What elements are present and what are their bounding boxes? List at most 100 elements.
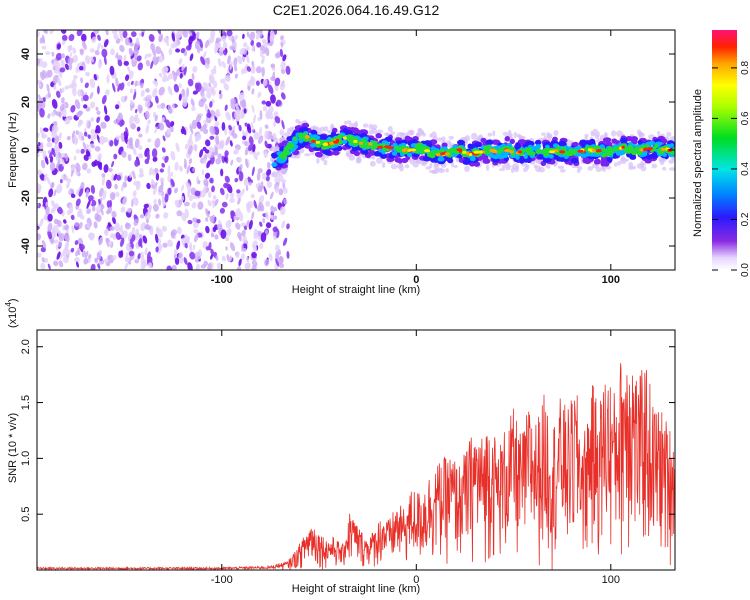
noise-blob: [279, 129, 285, 137]
noise-blob: [101, 48, 108, 58]
trace-band-green: [483, 150, 489, 155]
colorbar-gradient: [712, 30, 737, 270]
trace-band-green: [371, 143, 377, 148]
noise-blob: [132, 170, 136, 180]
trace-band-blue: [300, 126, 309, 132]
noise-blob: [37, 132, 40, 138]
noise-blob: [202, 94, 206, 100]
noise-blob: [58, 132, 63, 141]
noise-blob: [80, 181, 85, 191]
noise-blob: [259, 243, 264, 249]
trace-halo: [390, 131, 396, 136]
noise-blob: [165, 38, 169, 47]
noise-blob: [209, 76, 213, 84]
noise-blob: [47, 222, 53, 233]
noise-blob: [51, 124, 56, 135]
colorbar-tick-label: 0.8: [740, 61, 750, 75]
noise-blob: [281, 220, 286, 229]
noise-blob: [174, 187, 178, 194]
trace-halo: [304, 153, 311, 157]
noise-blob: [234, 73, 239, 79]
trace-halo: [404, 164, 410, 169]
noise-blob: [52, 74, 59, 84]
noise-blob: [81, 250, 86, 258]
noise-blob: [49, 162, 56, 172]
noise-blob: [234, 177, 239, 183]
noise-blob: [186, 164, 191, 175]
x-tick-label: -100: [211, 574, 233, 586]
noise-blob: [162, 135, 166, 142]
colorbar-tick-label: 0.2: [740, 212, 750, 226]
noise-blob: [200, 97, 207, 103]
noise-blob: [234, 34, 239, 40]
noise-blob: [60, 59, 66, 68]
noise-blob: [44, 30, 48, 35]
noise-blob: [74, 222, 79, 227]
trace-halo: [293, 154, 301, 159]
noise-blob: [107, 255, 111, 261]
noise-blob: [219, 93, 223, 100]
noise-blob: [242, 47, 247, 55]
noise-blob: [60, 53, 66, 59]
noise-blob: [176, 226, 182, 235]
noise-blob: [283, 198, 288, 205]
trace-halo: [352, 122, 359, 128]
noise-blob: [218, 90, 222, 95]
noise-blob: [207, 262, 212, 270]
noise-blob: [173, 83, 180, 93]
noise-blob: [66, 181, 70, 189]
noise-blob: [209, 135, 215, 140]
noise-blob: [223, 49, 227, 56]
noise-blob: [263, 185, 268, 195]
noise-blob: [202, 158, 207, 164]
noise-blob: [81, 40, 87, 50]
scale-factor-exponent: 4: [4, 302, 13, 307]
noise-blob: [278, 262, 285, 269]
noise-blob: [78, 61, 82, 67]
noise-blob: [208, 82, 212, 88]
noise-blob: [183, 66, 187, 76]
noise-blob: [244, 122, 248, 127]
noise-blob: [266, 161, 271, 169]
trace-band-blue: [580, 139, 587, 145]
noise-blob: [246, 31, 250, 38]
noise-blob: [257, 168, 263, 174]
noise-blob: [116, 115, 121, 125]
noise-blob: [235, 147, 239, 155]
noise-blob: [170, 150, 176, 161]
noise-blob: [132, 147, 137, 156]
noise-blob: [167, 165, 171, 175]
y-tick-label: 1.0: [20, 451, 32, 466]
trace-band-outer: [441, 142, 448, 148]
noise-blob: [97, 160, 103, 171]
noise-blob: [46, 83, 50, 93]
noise-blob: [64, 176, 69, 182]
noise-blob: [78, 222, 83, 230]
noise-blob: [73, 155, 77, 161]
noise-blob: [190, 98, 195, 107]
noise-blob: [270, 205, 275, 214]
noise-blob: [184, 158, 187, 168]
noise-blob: [120, 228, 124, 239]
noise-blob: [158, 33, 164, 43]
bottom-plot-frame: [36, 329, 676, 571]
trace-halo: [346, 120, 352, 125]
noise-blob: [257, 135, 264, 144]
noise-blob: [229, 140, 233, 147]
noise-blob: [72, 55, 79, 63]
noise-blob: [248, 136, 254, 146]
trace-band-blue: [537, 154, 546, 160]
noise-blob: [266, 168, 272, 177]
trace-band-green: [631, 150, 637, 156]
noise-blob: [68, 63, 73, 71]
trace-halo: [553, 130, 559, 136]
trace-band-outer: [397, 158, 403, 164]
trace-band-blue: [534, 139, 542, 146]
noise-blob: [262, 78, 268, 87]
noise-blob: [46, 177, 51, 185]
noise-blob: [265, 222, 272, 229]
noise-blob: [115, 135, 121, 141]
trace-band-blue: [542, 157, 551, 163]
noise-blob: [264, 130, 269, 140]
noise-blob: [209, 177, 214, 184]
